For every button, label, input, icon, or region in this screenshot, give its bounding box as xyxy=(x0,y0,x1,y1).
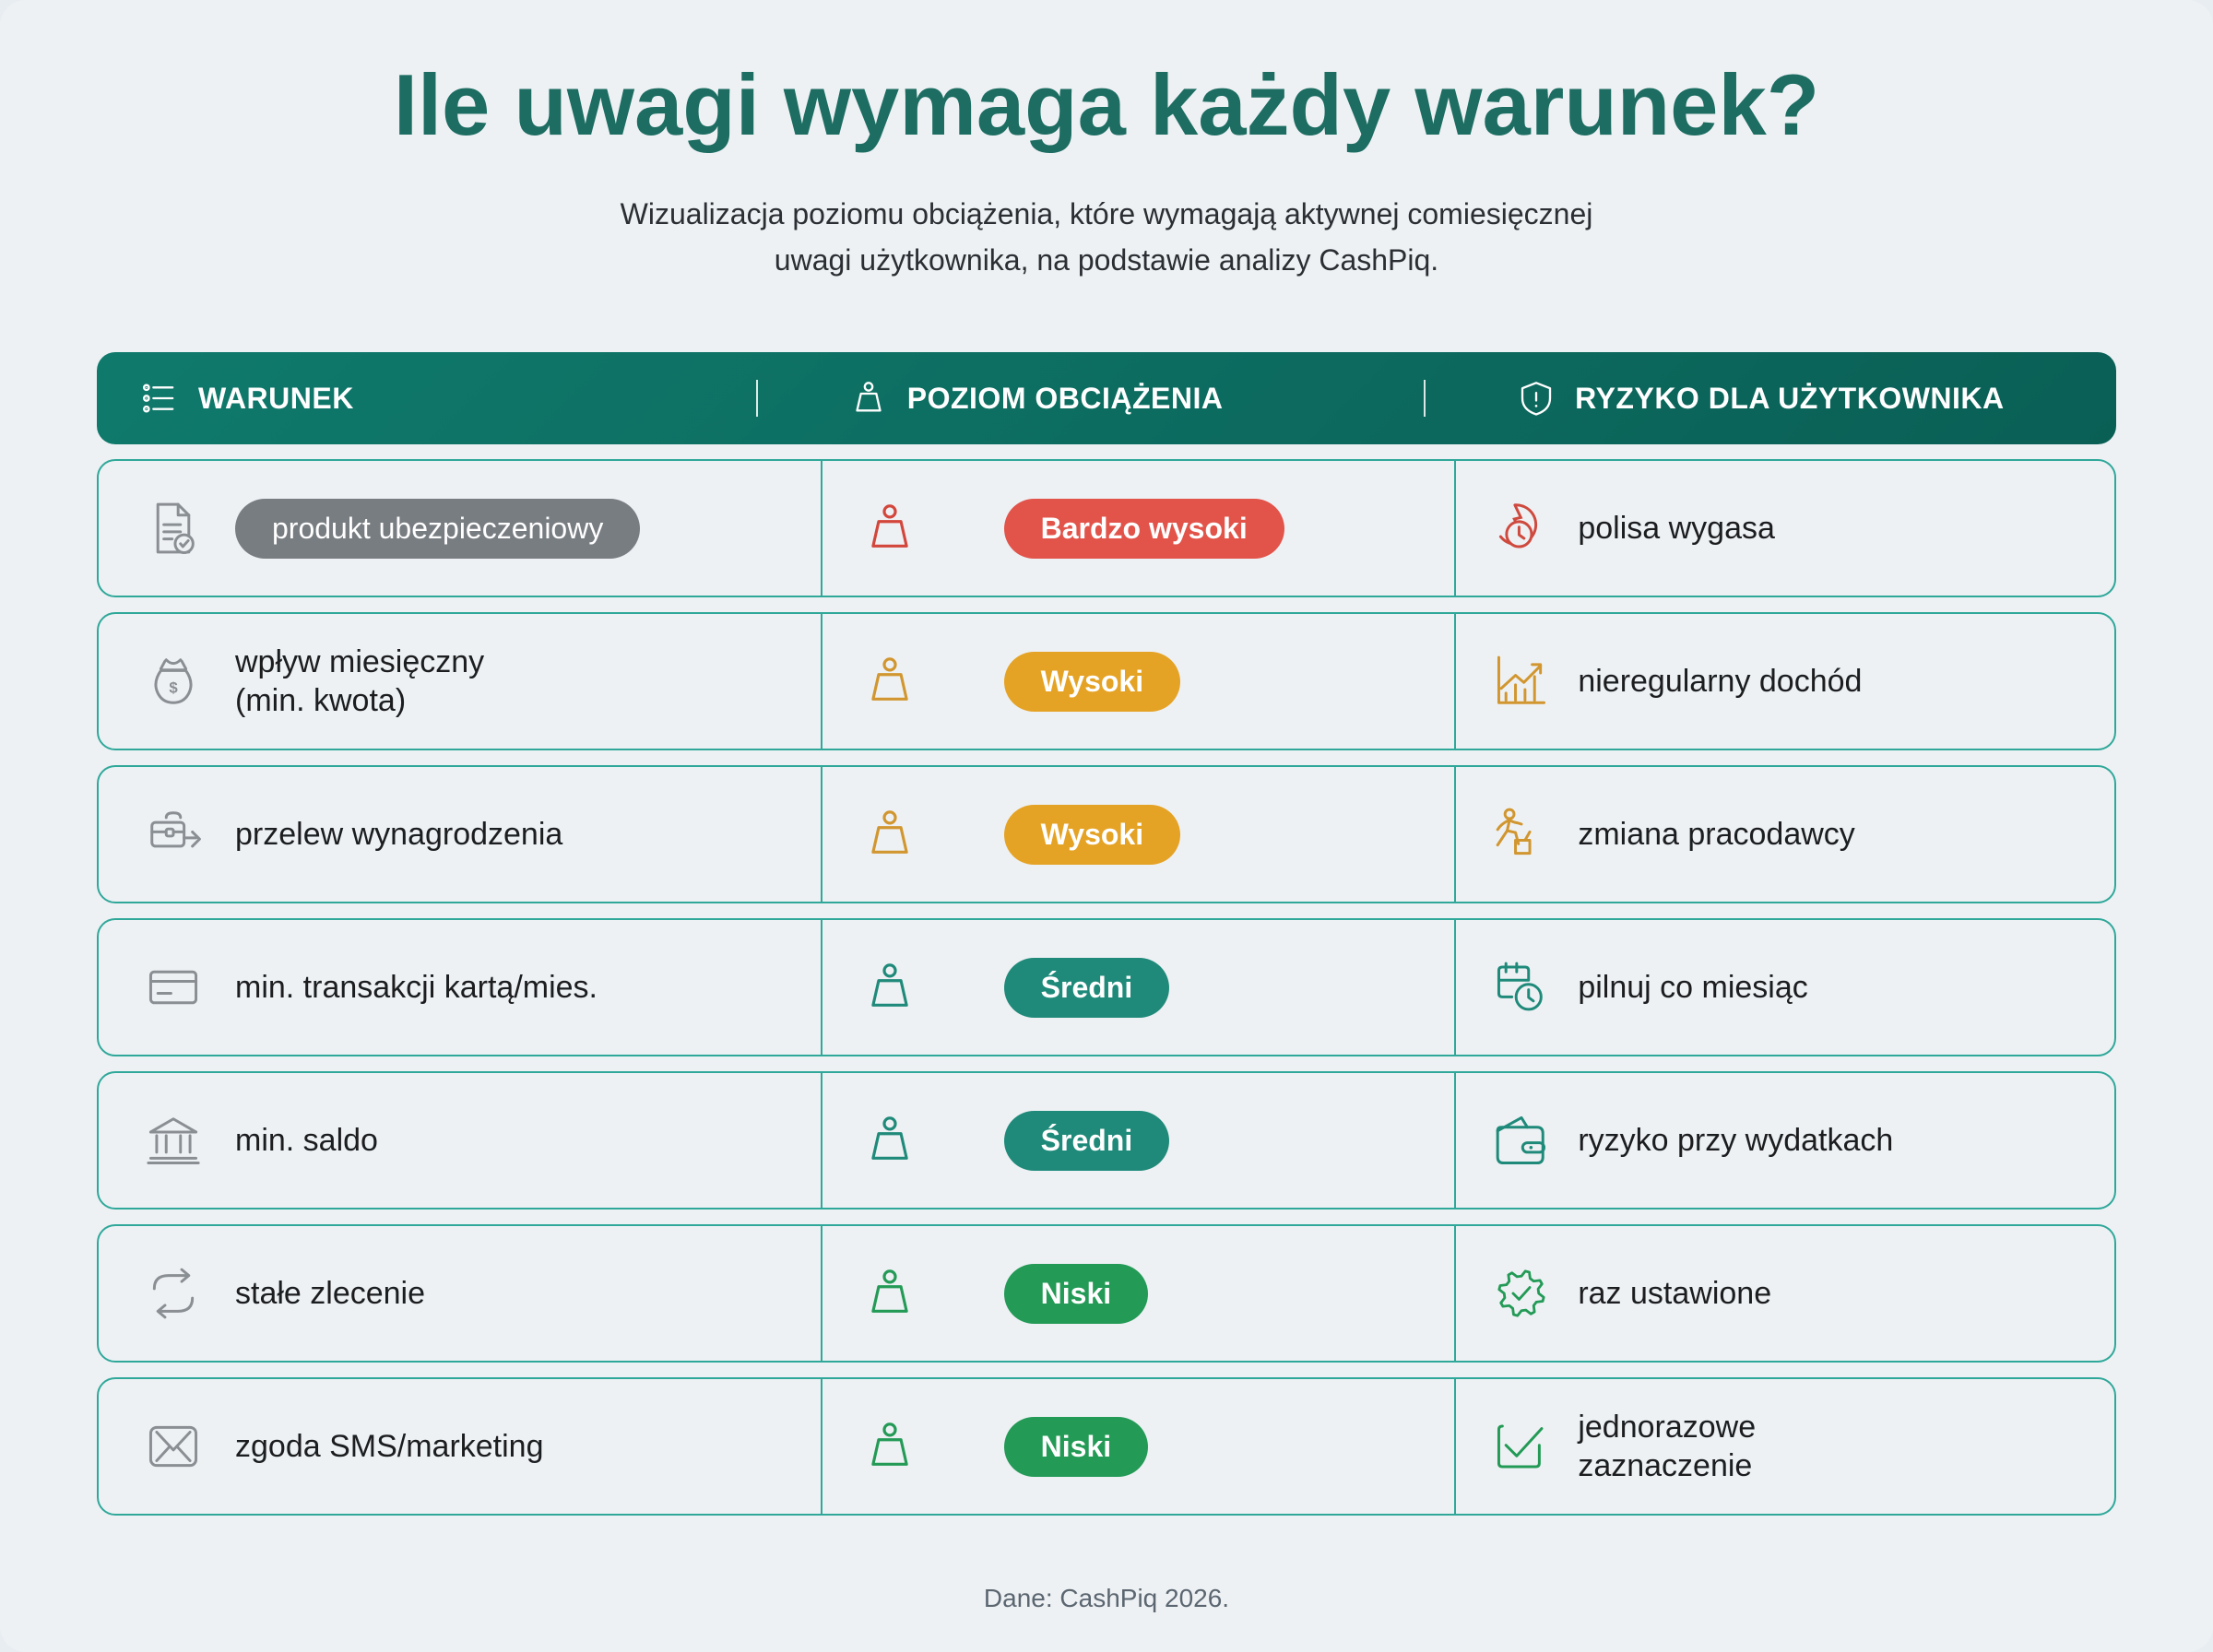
svg-text:$: $ xyxy=(169,678,178,696)
